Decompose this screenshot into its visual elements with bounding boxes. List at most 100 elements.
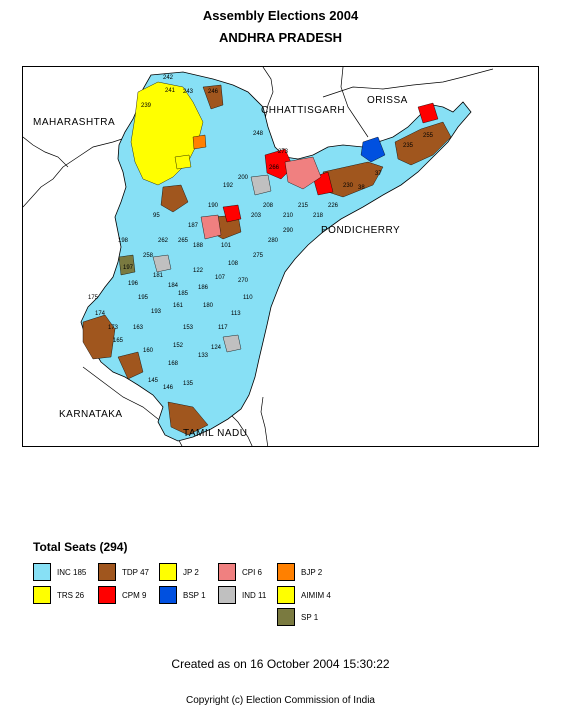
constituency-map: 242 241 243 246 239 248 273 266 38 37 95 198 197 196 1… [22,66,539,447]
seat-number: 200 [238,175,249,181]
cpi-region-2 [200,214,222,240]
legend-swatch-bsp [159,586,177,604]
legend-item-inc: INC 185 [33,562,86,582]
legend-swatch-cpi [218,563,236,581]
seat-number: 101 [221,243,232,249]
cpm-region-central [222,204,242,223]
seat-number: 185 [178,291,189,297]
seat-number: 290 [283,228,294,234]
cpm-region-ne [417,102,439,124]
legend-swatch-tdp [98,563,116,581]
bsp-region [360,136,386,163]
seat-number: 198 [118,238,129,244]
legend-swatch-aimim [277,586,295,604]
seat-number: 262 [158,238,169,244]
label-maharashtra: MAHARASHTRA [33,117,116,128]
label-tamil-nadu: TAMIL NADU [183,428,248,439]
sp-region [118,254,136,276]
seat-number: 192 [223,183,234,189]
legend-swatch-ind [218,586,236,604]
state-name: ANDHRA PRADESH [218,30,343,45]
seat-number: 107 [215,275,226,281]
seat-number: 215 [298,203,309,209]
ind-region-3 [222,334,242,353]
ind-region-1 [250,174,272,196]
seat-number: 133 [198,353,209,359]
legend-item-aimim: AIMIM 4 [277,585,331,605]
seat-number: 230 [343,183,354,189]
map-title: Assembly Elections 2004 [202,8,359,23]
legend-label-cpm: CPM 9 [122,590,147,600]
legend-swatch-sp [277,608,295,626]
tdp-region-coast [394,121,452,166]
seat-number: 188 [193,243,204,249]
seat-number: 165 [113,338,124,344]
seat-number: 152 [173,343,184,349]
tdp-region-north [202,84,224,110]
seat-number: 113 [231,311,241,317]
seat-number: 187 [188,223,199,229]
seat-number: 239 [141,103,152,109]
seat-number: 196 [128,281,139,287]
legend-label-bsp: BSP 1 [183,590,206,600]
legend-item-bjp: BJP 2 [277,562,322,582]
legend-swatch-cpm [98,586,116,604]
seat-number: 241 [165,88,176,94]
seat-number: 273 [278,149,289,155]
seat-number: 122 [193,268,204,274]
seat-number: 193 [151,309,162,315]
seat-number: 208 [263,203,274,209]
seat-number: 203 [251,213,262,219]
seat-number: 197 [123,265,134,271]
seat-number: 168 [168,361,179,367]
seat-number: 280 [268,238,279,244]
legend-label-sp: SP 1 [301,612,319,622]
legend-label-inc: INC 185 [57,567,87,577]
seat-number: 174 [95,311,106,317]
label-chhattisgarh: CHHATTISGARH [261,105,346,116]
legend-label-bjp: BJP 2 [301,567,323,577]
legend-label-ind: IND 11 [242,590,267,600]
seat-number: 163 [133,325,144,331]
seat-number: 108 [228,261,239,267]
legend-label-trs: TRS 26 [57,590,85,600]
ind-region-2 [152,254,172,273]
party-regions [82,81,452,436]
seat-number: 95 [153,213,160,219]
seat-number: 266 [269,165,280,171]
label-orissa: ORISSA [367,95,408,106]
legend-swatch-bjp [277,563,295,581]
seat-number: 180 [203,303,214,309]
seat-numbers: 242 241 243 246 239 248 273 266 38 37 95 198 197 196 1… [88,75,434,391]
seat-number: 175 [88,295,99,301]
legend-label-aimim: AIMIM 4 [301,590,331,600]
seat-number: 145 [148,378,159,384]
seat-number: 255 [423,133,434,139]
seat-number: 37 [375,171,382,177]
seat-number: 218 [313,213,324,219]
aimim-region [174,154,192,170]
legend-swatch-trs [33,586,51,604]
legend-item-cpi: CPI 6 [218,562,262,582]
seat-number: 275 [253,253,264,259]
legend-item-bsp: BSP 1 [159,585,206,605]
legend-item-tdp: TDP 47 [98,562,149,582]
legend-label-cpi: CPI 6 [242,567,263,577]
bjp-region [192,134,207,150]
cpi-region-1 [284,156,322,190]
seat-number: 242 [163,75,174,81]
seat-number: 38 [358,185,365,191]
seat-number: 124 [211,345,222,351]
seat-number: 161 [173,303,184,309]
seat-number: 190 [208,203,219,209]
seat-number: 235 [403,143,414,149]
legend-swatch-inc [33,563,51,581]
seat-number: 146 [163,385,174,391]
seat-number: 265 [178,238,189,244]
legend-item-jp: JP 2 [159,562,199,582]
label-pondicherry: PONDICHERRY [321,225,401,236]
legend-label-jp: JP 2 [183,567,199,577]
seat-number: 117 [218,325,228,331]
legend-title: Total Seats (294) [33,540,128,554]
seat-number: 243 [183,89,194,95]
